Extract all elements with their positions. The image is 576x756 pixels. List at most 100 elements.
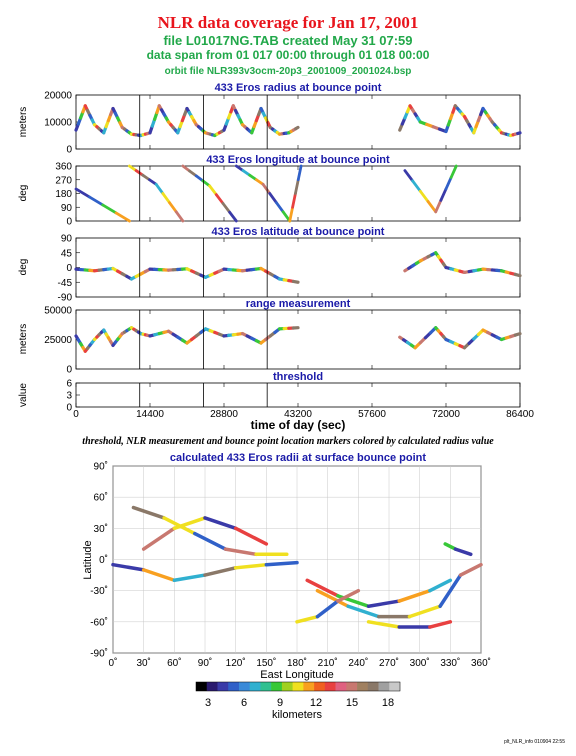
map-track-segment [203,566,238,577]
longitude-data-segment [296,164,303,182]
map-title: calculated 433 Eros radii at surface bou… [170,452,426,464]
radius-ylabel: meters [18,107,29,138]
longitude-ytick-label: 90 [61,203,73,214]
longitude-data-segment [154,182,165,195]
map-track-segment [315,599,340,619]
colorbar-tick-label: 18 [382,697,394,709]
longitude-ytick-label: 270 [55,175,72,186]
latitude-ytick-label: -45 [58,278,73,289]
map-xtick-label: 0˚ [109,657,118,669]
longitude-data-segment [214,193,225,205]
longitude-data-segment [403,169,414,183]
longitude-data-segment [434,198,443,214]
map-xtick-label: 60˚ [167,657,181,669]
longitude-data-segment [291,192,297,209]
longitude-data-segment [228,210,238,223]
map-ytick-label: -90˚ [90,648,108,660]
longitude-data-segment [87,195,105,207]
footer-stamp: plt_NLR_info 010904 22:55 [504,739,565,745]
colorbar-swatch [324,682,336,691]
longitude-data-segment [426,200,438,214]
map-track-segment [141,568,177,583]
map-xtick-label: 90˚ [198,657,212,669]
colorbar-swatch [249,682,261,691]
colorbar-swatch [271,682,283,691]
map-xtick-label: 240˚ [348,657,368,669]
map-track-segment [458,562,483,577]
map-track-segment [428,620,453,629]
latitude-data-segment [291,279,300,284]
map-track-segment [233,562,269,570]
map-ytick-label: 60˚ [94,492,108,504]
colorbar-tick-label: 15 [346,697,358,709]
longitude-data-segment [168,201,178,214]
map-track-segment [438,573,463,608]
map-track-segment [141,526,177,551]
map-track-segment [203,516,238,531]
longitude-data-segment [114,211,131,223]
map-ylabel: Latitude [82,540,94,579]
latitude-data-segment [513,272,522,278]
range-panel-frame [75,309,521,370]
map-xtick-label: 150˚ [256,657,276,669]
colorbar-swatch [281,682,293,691]
colorbar-swatch [346,682,358,691]
time-tick-label: 86400 [506,409,534,420]
range-ylabel: meters [18,324,29,355]
longitude-data-segment [288,205,295,223]
map-xtick-label: 30˚ [136,657,150,669]
colorbar-swatch [314,682,326,691]
map-track-segment [295,614,320,624]
orbit-file-line: orbit file NLR393v3ocm-20p3_2001009_2001… [165,66,412,77]
time-tick-label: 72000 [432,409,460,420]
range-panel-title: range measurement [246,298,351,310]
radius-ytick-label: 10000 [44,118,72,129]
map-track-segment [172,516,207,531]
latitude-panel-frame [75,237,521,298]
colorbar-swatch [357,682,369,691]
map-track-segment [407,604,442,619]
map-track-segment [366,620,401,629]
map-xtick-label: 330˚ [440,657,460,669]
latitude-ytick-label: -90 [58,293,73,304]
time-tick-label: 0 [73,409,79,420]
colorbar-swatch [292,682,304,691]
range-ytick-label: 50000 [44,306,72,317]
threshold-panel-title: threshold [273,371,323,383]
threshold-ytick-label: 6 [66,379,72,390]
map-track-segment [443,542,458,551]
longitude-data-segment [449,164,458,179]
threshold-ytick-label: 0 [66,403,72,414]
map-track-segment [346,604,381,619]
time-tick-label: 43200 [284,409,312,420]
colorbar-swatch [206,682,218,691]
map-xtick-label: 210˚ [318,657,338,669]
data-span-line: data span from 01 017 00:00 through 01 0… [147,48,430,62]
map-xtick-label: 270˚ [379,657,399,669]
latitude-ytick-label: 0 [66,263,72,274]
longitude-ylabel: deg [18,185,29,202]
map-ytick-label: -60˚ [90,616,108,628]
map-xtick-label: 360˚ [471,657,491,669]
map-xlabel: East Longitude [260,669,333,681]
map-xtick-label: 300˚ [410,657,430,669]
longitude-data-segment [74,187,91,199]
map-track-segment [336,588,361,603]
longitude-data-segment [411,179,422,193]
colorbar-label: kilometers [272,709,323,721]
colorbar-tick-label: 9 [277,697,283,709]
colorbar-frame [195,681,401,692]
map-track-segment [453,547,473,557]
file-line: file L01017NG.TAB created May 31 07:59 [163,33,412,48]
map-track-segment [223,547,258,557]
latitude-panel-title: 433 Eros latitude at bounce point [212,226,385,238]
time-tick-label: 14400 [136,409,164,420]
longitude-data-segment [294,178,300,195]
map-xtick-label: 180˚ [287,657,307,669]
colorbar-tick-label: 12 [310,697,322,709]
colorbar-swatch [378,682,390,691]
colorbar-swatch [217,682,229,691]
colorbar-swatch [303,682,315,691]
longitude-data-segment [275,201,285,214]
